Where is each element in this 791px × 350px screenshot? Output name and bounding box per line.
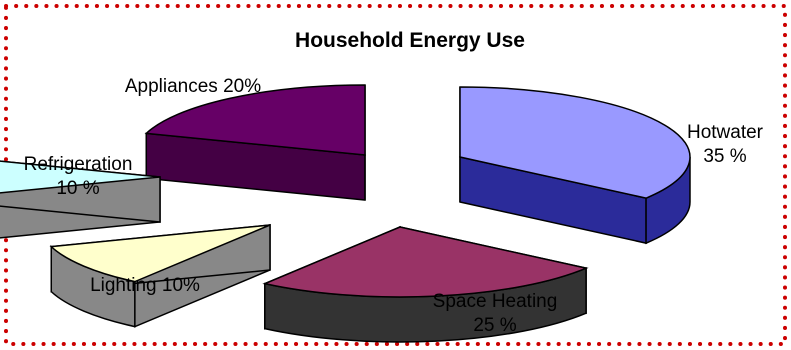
slice-top [0,160,161,194]
slice-top [459,86,691,199]
slice-label-refrigeration: Refrigeration 10 % [24,154,133,199]
slice-space-heating [262,225,589,343]
slice-hotwater [459,86,691,245]
chart-title: Household Energy Use [295,29,525,52]
slice-label-lighting: Lighting 10% [90,275,200,296]
slice-appliances [144,84,366,201]
slice-label-appliances: Appliances 20% [125,76,261,97]
slice-top [262,226,589,298]
slice-top [144,84,366,156]
slice-label-hotwater: Hotwater 35 % [687,122,764,167]
slice-top [49,224,271,283]
slice-label-space-heating: Space Heating 25 % [433,291,558,336]
slice-refrigeration [0,160,161,239]
slice-lighting [49,223,271,328]
slice-labels: Hotwater 35 % Space Heating 25 % Lighting 10… [24,76,764,336]
pie-slices [0,84,691,343]
